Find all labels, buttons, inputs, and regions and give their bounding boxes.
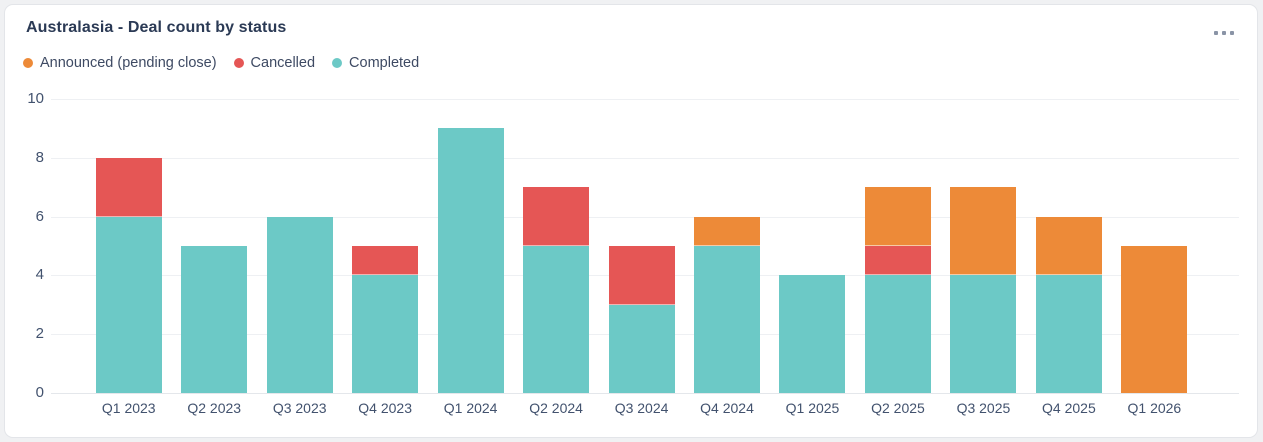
- x-axis-label: Q4 2025: [1042, 400, 1096, 416]
- bar-segment-completed[interactable]: [950, 275, 1017, 393]
- bar-segment-completed[interactable]: [608, 304, 675, 393]
- chart-legend: Announced (pending close) Cancelled Comple…: [23, 55, 419, 71]
- stacked-bar-q2-2024: [523, 99, 590, 393]
- stacked-bar-q1-2024: [437, 99, 504, 393]
- x-axis-label: Q1 2025: [785, 400, 840, 416]
- announced-pending-close-legend-dot-icon: [23, 58, 33, 68]
- x-axis-label: Q2 2023: [187, 400, 242, 416]
- y-axis-tick-label: 10: [27, 90, 44, 107]
- bar-segment-cancelled[interactable]: [864, 246, 931, 276]
- gridline: [51, 99, 1239, 100]
- x-axis-label: Q2 2025: [871, 400, 925, 416]
- bar-group-q4-2023: [342, 99, 427, 393]
- x-axis-label: Q4 2024: [700, 400, 754, 416]
- bar-group-q1-2026: [1112, 99, 1197, 393]
- bar-group-q1-2025: [770, 99, 855, 393]
- bar-segment-announced-pending-close[interactable]: [694, 216, 761, 246]
- bar-segment-completed[interactable]: [1035, 275, 1102, 393]
- stacked-bar-q3-2025: [950, 99, 1017, 393]
- y-axis-tick-label: 8: [35, 148, 44, 166]
- gridline: [51, 216, 1239, 218]
- bar-segment-completed[interactable]: [864, 275, 931, 393]
- stacked-bar-q4-2023: [352, 99, 419, 393]
- legend-item-completed[interactable]: Completed: [332, 55, 419, 71]
- x-axis-label: Q3 2024: [614, 400, 669, 416]
- bar-segment-completed[interactable]: [694, 246, 761, 393]
- stacked-bar-q2-2023: [181, 99, 248, 393]
- ellipsis-icon: [1230, 31, 1234, 35]
- chart-title: Australasia - Deal count by status: [26, 19, 287, 36]
- y-axis-tick-label: 2: [35, 325, 44, 343]
- stacked-bar-q2-2025: [864, 99, 931, 393]
- bars-container: [86, 99, 1197, 393]
- chart-card: Australasia - Deal count by status Annou…: [4, 4, 1258, 438]
- y-axis-tick-label: 0: [35, 384, 44, 401]
- bar-group-q3-2023: [257, 99, 342, 393]
- x-axis-label: Q2 2024: [529, 400, 583, 416]
- bar-group-q1-2023: [86, 99, 171, 393]
- completed-legend-dot-icon: [332, 58, 343, 68]
- bar-segment-announced-pending-close[interactable]: [1035, 216, 1102, 276]
- legend-item-cancelled[interactable]: Cancelled: [233, 55, 316, 71]
- x-axis-label: Q1 2024: [443, 400, 498, 416]
- bar-segment-cancelled[interactable]: [608, 246, 675, 305]
- bar-segment-completed[interactable]: [95, 216, 162, 393]
- more-options-button[interactable]: [1211, 26, 1237, 40]
- bar-segment-announced-pending-close[interactable]: [864, 187, 931, 247]
- ellipsis-icon: [1214, 31, 1218, 35]
- y-axis-tick-label: 6: [35, 207, 44, 225]
- bar-group-q4-2025: [1026, 99, 1111, 393]
- y-axis-tick-label: 4: [35, 266, 44, 284]
- legend-label: Cancelled: [250, 55, 316, 71]
- x-axis-label: Q3 2023: [272, 400, 327, 416]
- bar-segment-cancelled[interactable]: [95, 157, 162, 217]
- x-axis-label: Q4 2023: [358, 400, 412, 416]
- bar-group-q2-2025: [855, 99, 940, 393]
- legend-item-announced-pending-close[interactable]: Announced (pending close): [23, 55, 217, 71]
- x-axis-label: Q3 2025: [956, 400, 1011, 416]
- legend-label: Completed: [349, 55, 420, 71]
- bar-segment-cancelled[interactable]: [352, 246, 419, 276]
- legend-label: Announced (pending close): [40, 55, 217, 71]
- bar-group-q1-2024: [428, 99, 513, 393]
- bar-group-q3-2025: [941, 99, 1026, 393]
- x-axis-label: Q1 2023: [101, 400, 156, 416]
- x-axis-label: Q1 2026: [1127, 400, 1182, 416]
- stacked-bar-q1-2025: [779, 99, 846, 393]
- bar-group-q4-2024: [684, 99, 769, 393]
- bar-group-q2-2024: [513, 99, 598, 393]
- stacked-bar-q4-2025: [1035, 99, 1102, 393]
- plot-area: [51, 99, 1239, 394]
- ellipsis-icon: [1222, 31, 1226, 35]
- bar-segment-completed[interactable]: [266, 216, 333, 393]
- y-axis: 0 2 4 6 8 10: [5, 91, 44, 401]
- stacked-bar-q1-2023: [95, 99, 162, 393]
- bar-segment-announced-pending-close[interactable]: [1121, 246, 1188, 393]
- bar-segment-cancelled[interactable]: [523, 187, 590, 246]
- gridline: [51, 393, 1239, 394]
- bar-segment-completed[interactable]: [437, 128, 504, 393]
- bar-segment-completed[interactable]: [181, 246, 248, 393]
- cancelled-legend-dot-icon: [233, 58, 244, 68]
- gridline: [51, 157, 1239, 159]
- bar-segment-completed[interactable]: [523, 246, 590, 393]
- bar-segment-completed[interactable]: [779, 275, 846, 393]
- stacked-bar-q4-2024: [694, 99, 761, 393]
- bar-group-q2-2023: [171, 99, 256, 393]
- stacked-bar-q3-2023: [266, 99, 333, 393]
- stacked-bar-q1-2026: [1121, 99, 1188, 393]
- bar-group-q3-2024: [599, 99, 684, 393]
- stacked-bar-q3-2024: [608, 99, 675, 393]
- x-axis: Q1 2023 Q2 2023 Q3 2023 Q4 2023 Q1 2024 Q2 20…: [86, 400, 1197, 416]
- bar-segment-announced-pending-close[interactable]: [950, 187, 1017, 276]
- bar-segment-completed[interactable]: [352, 275, 419, 393]
